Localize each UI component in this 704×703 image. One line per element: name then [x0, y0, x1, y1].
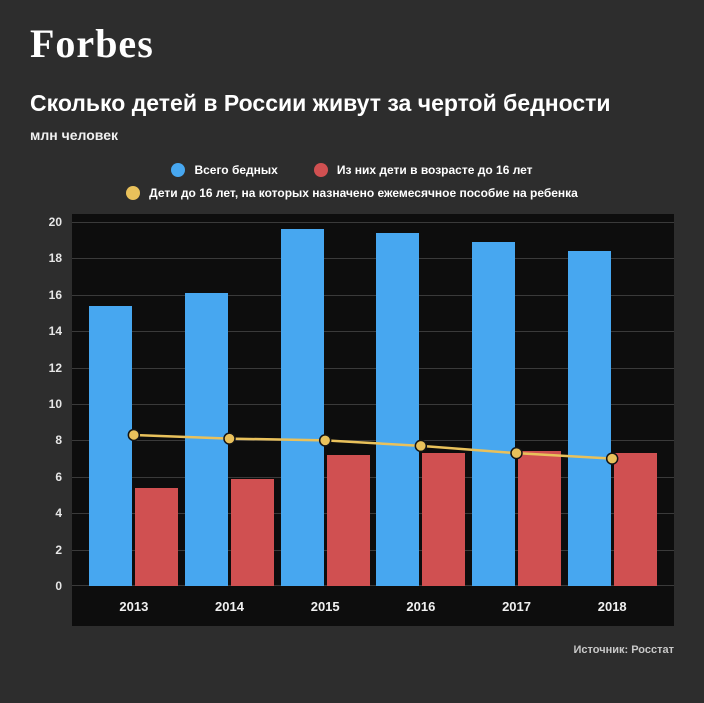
legend-label: Из них дети в возрасте до 16 лет: [336, 163, 533, 177]
y-axis: 0 2 4 6 8 10 12 14 16 18 20: [30, 214, 72, 593]
bar: [184, 292, 228, 586]
y-axis-label: 10: [48, 397, 62, 411]
bar-group-2013: [86, 222, 182, 586]
bar-group-2017: [469, 222, 565, 586]
yellow-dot-icon: [126, 186, 141, 200]
bar: [89, 305, 133, 586]
legend-row-2: Дети до 16 лет, на которых назначено еже…: [30, 186, 674, 200]
bar: [613, 453, 657, 586]
legend-item-children-with-allowance: Дети до 16 лет, на которых назначено еже…: [126, 186, 578, 200]
red-dot-icon: [313, 163, 328, 177]
plot-scale: [72, 222, 674, 586]
y-axis-label: 6: [55, 469, 62, 484]
plot-area: 2013 2014 2015 2016 2017 2018: [72, 214, 674, 626]
x-axis-label: 2018: [597, 598, 627, 614]
y-axis-label: 0: [55, 579, 62, 593]
bar: [518, 451, 562, 586]
gridline: [72, 294, 674, 296]
bar: [567, 251, 611, 586]
bar: [422, 453, 466, 586]
y-axis-label: 20: [48, 215, 62, 229]
bar-group-2014: [182, 222, 278, 586]
x-axis-label: 2015: [310, 598, 340, 614]
gridline: [72, 549, 674, 551]
x-axis-label: 2017: [502, 598, 531, 614]
y-axis-label: 18: [48, 251, 62, 266]
gridline: [72, 331, 674, 333]
legend-item-children-under-16: Из них дети в возрасте до 16 лет: [313, 163, 533, 177]
page-title: Сколько детей в России живут за чертой б…: [30, 90, 611, 116]
legend-row-1: Всего бедных Из них дети в возрасте до 1…: [30, 163, 674, 177]
y-axis-label: 8: [55, 433, 62, 448]
x-axis-label: 2013: [119, 598, 149, 614]
bar: [135, 487, 179, 586]
bar-group-2018: [564, 222, 660, 586]
gridline: [72, 367, 674, 369]
legend-label: Всего бедных: [194, 163, 278, 177]
gridlines: [72, 222, 674, 586]
gridline: [72, 258, 674, 260]
y-axis-label: 4: [55, 506, 62, 521]
x-axis-label: 2016: [406, 598, 436, 614]
gridline: [72, 585, 674, 586]
bar: [376, 232, 420, 586]
gridline: [72, 476, 674, 478]
blue-dot-icon: [171, 163, 186, 177]
x-axis: 2013 2014 2015 2016 2017 2018: [72, 586, 674, 626]
legend-item-total-poor: Всего бедных: [171, 163, 278, 177]
bar: [326, 454, 370, 586]
gridline: [72, 404, 674, 405]
y-axis-label: 12: [48, 360, 62, 375]
forbes-logo: Forbes: [30, 21, 154, 66]
bar-group-2015: [277, 222, 373, 586]
bar: [471, 242, 516, 586]
plot: [72, 214, 674, 586]
bar-group-2016: [373, 222, 469, 586]
bars: [72, 222, 674, 586]
chart: 0 2 4 6 8 10 12 14 16 18 20 2013 2014 2015 2016 2017 20…: [30, 214, 674, 626]
gridline: [72, 222, 674, 223]
x-axis-label: 2014: [215, 598, 244, 614]
source-credit: Источник: Росстат: [573, 644, 675, 656]
legend: Всего бедных Из них дети в возрасте до 1…: [30, 163, 674, 200]
y-axis-label: 14: [48, 324, 62, 339]
bar: [231, 478, 275, 586]
gridline: [72, 513, 674, 515]
legend-label: Дети до 16 лет, на которых назначено еже…: [149, 186, 578, 200]
units-subtitle: млн человек: [30, 127, 118, 143]
y-axis-label: 2: [55, 542, 62, 557]
bar: [280, 229, 324, 586]
y-axis-label: 16: [48, 287, 62, 302]
